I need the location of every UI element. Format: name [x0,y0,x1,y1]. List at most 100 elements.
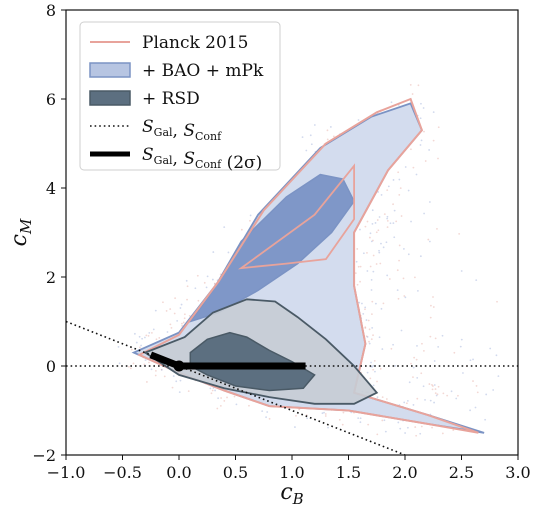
sample-point [413,276,416,279]
sample-point [433,401,435,404]
sample-point [321,412,324,415]
sample-point [416,344,418,347]
sample-point [175,380,178,383]
sample-point [158,336,161,339]
sample-point [372,368,375,371]
sample-point [368,342,371,345]
sample-point [403,295,406,297]
sample-point [332,135,335,138]
x-tick-label: 2.0 [392,463,417,482]
sample-point [209,387,212,390]
sample-point [261,410,264,413]
sample-point [197,299,200,302]
sample-point [369,377,372,380]
sample-point [364,308,366,311]
sample-point [378,249,380,252]
sample-point [458,232,461,235]
sample-point [412,366,415,369]
sample-point [434,337,437,340]
sample-point [170,326,173,329]
sample-point [139,346,141,349]
legend-label: + RSD [142,89,200,109]
x-tick-label: 1.0 [279,463,304,482]
sample-point [341,423,344,426]
sample-point [150,368,153,371]
x-tick-label: 2.5 [449,463,474,482]
sample-point [169,323,172,326]
rsd-inner-contour [189,331,316,392]
sample-point [420,102,422,105]
sample-point [431,388,434,391]
sample-point [216,407,219,410]
sample-point [386,215,389,218]
sample-point [388,278,391,280]
sample-point [386,189,389,191]
sample-point [361,302,363,305]
sample-point [420,425,423,428]
sample-point [376,396,379,399]
sample-point [179,307,182,309]
y-axis-label: cM [7,218,35,246]
sample-point [186,285,189,288]
sample-point [174,297,177,300]
sample-point [324,415,327,417]
sample-point [378,251,381,254]
sample-point [428,383,431,385]
sample-point [358,301,361,304]
sample-point [398,193,401,196]
sample-point [428,149,431,151]
sample-point [152,328,155,331]
sample-point [327,426,329,429]
sample-point [407,253,410,256]
sample-point [380,194,383,196]
sample-point [378,336,381,339]
sample-point [366,251,368,254]
sample-point [368,236,371,239]
sample-point [434,392,437,395]
sample-point [419,144,422,146]
sample-point [410,220,412,223]
legend-label: SGal, SConf [142,117,222,143]
sample-point [372,254,375,257]
sample-point [371,223,374,225]
sample-point [324,413,327,415]
sample-point [217,397,220,400]
sample-point [206,275,209,278]
sample-point [432,139,435,142]
sample-point [408,381,411,384]
sample-point [203,281,206,284]
x-tick-label: 3.0 [505,463,530,482]
sample-point [357,417,360,420]
sample-point [385,398,388,400]
sample-point [421,342,423,345]
sample-point [397,297,400,300]
sample-point [372,334,374,337]
sample-point [419,117,422,120]
sample-point [430,304,432,307]
sample-point [366,371,369,374]
sample-point [472,380,474,382]
sample-point [387,185,390,188]
sample-point [213,282,216,285]
sample-point [129,367,132,370]
sample-point [163,375,166,378]
sample-point [355,260,358,263]
sample-point [186,298,188,301]
sample-point [301,136,304,139]
legend: Planck 2015 + BAO + mPk + RSD SGal, SConfSG… [79,21,281,173]
sample-point [162,301,164,304]
sample-point [432,306,435,308]
sample-point [392,203,394,206]
sample-point [375,231,378,234]
sample-point [476,391,479,394]
sample-point [309,134,312,137]
sample-point [415,173,418,176]
sample-point [365,319,368,321]
sample-point [420,139,423,142]
sample-point [372,364,375,367]
sample-point [377,191,379,193]
sample-point [432,385,434,387]
dotted-line-1 [66,320,406,455]
sample-point [176,319,179,322]
